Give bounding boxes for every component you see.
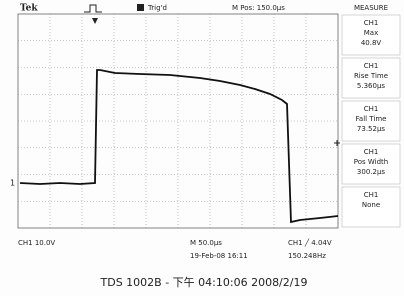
channel-marker: 1 <box>10 179 15 188</box>
measure-label: Pos Width <box>354 158 388 166</box>
measure-panel: MEASURE CH1 Max 40.8V CH1 Rise Time 5.360µs CH… <box>342 4 400 227</box>
datetime: 19-Feb-08 16:11 <box>190 252 248 260</box>
measure-label: None <box>362 201 380 209</box>
measure-label: Fall Time <box>356 115 387 123</box>
frequency: 150.248Hz <box>288 252 326 260</box>
trigger-level: CH1 ╱ 4.04V <box>288 238 332 247</box>
m-pos: M Pos: 150.0µs <box>232 4 285 12</box>
measure-source: CH1 <box>364 191 379 199</box>
measure-label: Rise Time <box>354 72 388 80</box>
measure-source: CH1 <box>364 148 379 156</box>
measure-source: CH1 <box>364 19 379 27</box>
measure-value: 73.52µs <box>357 125 385 133</box>
oscilloscope-screenshot: Tek Trig'd M Pos: 150.0µs 1 MEASURE CH1M… <box>0 0 404 296</box>
measure-label: Max <box>364 29 378 37</box>
measure-value: 300.2µs <box>357 168 385 176</box>
measure-source: CH1 <box>364 62 379 70</box>
measure-value: 40.8V <box>361 39 382 47</box>
measure-title: MEASURE <box>354 4 388 12</box>
timebase: M 50.0µs <box>190 239 222 247</box>
caption: TDS 1002B - 下午 04:10:06 2008/2/19 <box>100 276 308 289</box>
brand: Tek <box>20 4 38 14</box>
ch1-scale: CH1 10.0V <box>18 239 55 247</box>
run-icon <box>137 4 144 11</box>
trigger-status: Trig'd <box>147 4 167 12</box>
measure-source: CH1 <box>364 105 379 113</box>
measure-value: 5.360µs <box>357 82 385 90</box>
